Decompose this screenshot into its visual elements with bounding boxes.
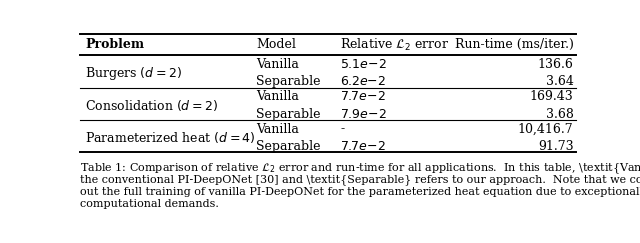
Text: 3.68: 3.68 xyxy=(546,108,573,121)
Text: the conventional PI-DeepONet [30] and \textit{Separable} refers to our approach.: the conventional PI-DeepONet [30] and \t… xyxy=(80,174,640,185)
Text: Vanilla: Vanilla xyxy=(256,58,299,71)
Text: 10,416.7: 10,416.7 xyxy=(518,122,573,136)
Text: Problem: Problem xyxy=(85,38,144,51)
Text: Burgers $(d = 2)$: Burgers $(d = 2)$ xyxy=(85,65,182,82)
Text: Separable: Separable xyxy=(256,140,321,153)
Text: $7.9e{-}2$: $7.9e{-}2$ xyxy=(340,108,387,121)
Text: $5.1e{-}2$: $5.1e{-}2$ xyxy=(340,58,387,71)
Text: Model: Model xyxy=(256,38,296,51)
Text: 3.64: 3.64 xyxy=(546,75,573,88)
Text: $7.7e{-}2$: $7.7e{-}2$ xyxy=(340,140,386,153)
Text: computational demands.: computational demands. xyxy=(80,200,219,209)
Text: Separable: Separable xyxy=(256,108,321,121)
Text: Vanilla: Vanilla xyxy=(256,122,299,136)
Text: $7.7e{-}2$: $7.7e{-}2$ xyxy=(340,90,386,103)
Text: 169.43: 169.43 xyxy=(530,90,573,103)
Text: Table 1: Comparison of relative $\mathcal{L}_2$ error and run-time for all appli: Table 1: Comparison of relative $\mathca… xyxy=(80,161,640,176)
Text: Consolidation $(d = 2)$: Consolidation $(d = 2)$ xyxy=(85,98,218,113)
Text: Parameterized heat $(d = 4)$: Parameterized heat $(d = 4)$ xyxy=(85,130,255,145)
Text: 91.73: 91.73 xyxy=(538,140,573,153)
Text: Separable: Separable xyxy=(256,75,321,88)
Text: Relative $\mathcal{L}_2$ error: Relative $\mathcal{L}_2$ error xyxy=(340,36,449,53)
Text: Vanilla: Vanilla xyxy=(256,90,299,103)
Text: out the full training of vanilla PI-DeepONet for the parameterized heat equation: out the full training of vanilla PI-Deep… xyxy=(80,187,640,197)
Text: Run-time (ms/iter.): Run-time (ms/iter.) xyxy=(454,38,573,51)
Text: -: - xyxy=(340,122,344,136)
Text: $6.2e{-}2$: $6.2e{-}2$ xyxy=(340,75,387,88)
Text: 136.6: 136.6 xyxy=(538,58,573,71)
